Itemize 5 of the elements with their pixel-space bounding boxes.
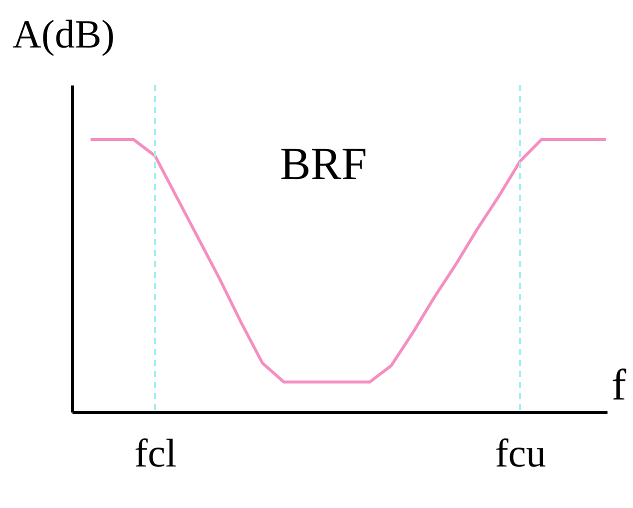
x-axis-title: f: [612, 360, 626, 410]
annotation: BRF: [280, 138, 367, 189]
x-tick-label: fcu: [494, 430, 546, 476]
x-tick-label: fcl: [134, 430, 177, 476]
y-axis-title: A(dB): [12, 12, 115, 56]
